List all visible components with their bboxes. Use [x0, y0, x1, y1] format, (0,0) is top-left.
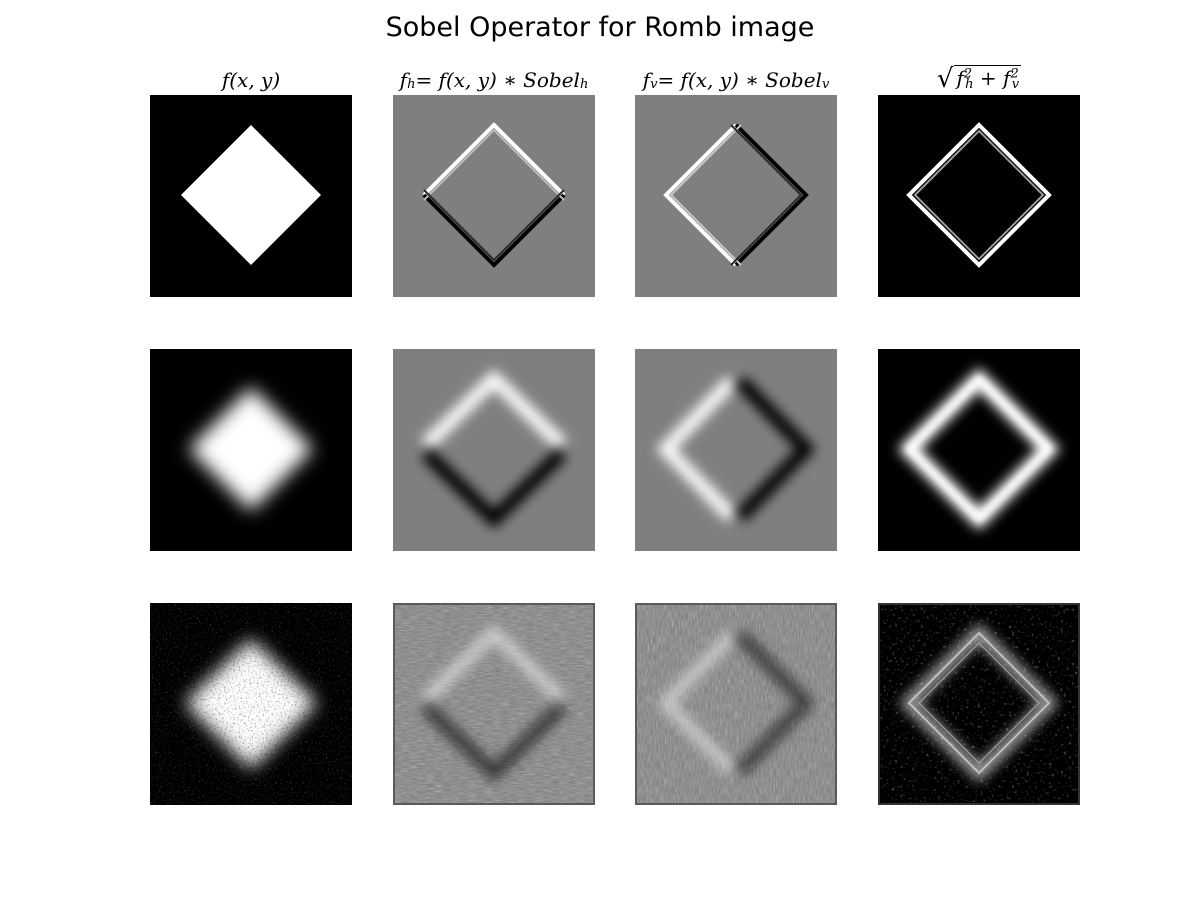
- panel-noisy-magnitude: [878, 603, 1080, 805]
- column-title-horizontal-sub: h: [407, 77, 416, 92]
- panel-sharp-horizontal: [393, 95, 595, 297]
- magnitude-fv-sub: v: [1011, 76, 1020, 92]
- column-title-vertical-f: f: [642, 68, 651, 92]
- column-title-horizontal-rhs: = f(x, y) ∗ Sobel: [415, 68, 580, 92]
- panel-noisy-horizontal: [393, 603, 595, 805]
- magnitude-plus: +: [973, 65, 1004, 90]
- panel-sharp-original: [150, 95, 352, 297]
- column-title-vertical-rhs: = f(x, y) ∗ Sobel: [657, 68, 822, 92]
- sqrt-expression: √ f2h + f2v: [936, 64, 1022, 94]
- figure-title: Sobel Operator for Romb image: [385, 12, 815, 43]
- column-title-horizontal-rhs-sub: h: [579, 77, 589, 92]
- column-title-vertical-rhs-sub: v: [821, 77, 830, 92]
- sqrt-body: f2h + f2v: [954, 64, 1022, 92]
- panel-noisy-vertical: [635, 603, 837, 805]
- panel-noisy-original: [150, 603, 352, 805]
- panel-blurred-original: [150, 349, 352, 551]
- panel-blurred-magnitude: [878, 349, 1080, 551]
- column-title-original-text: f(x, y): [221, 68, 281, 92]
- sqrt-sign-icon: √: [936, 64, 954, 94]
- magnitude-fh-sub: h: [965, 76, 974, 92]
- column-title-magnitude: √ f2h + f2v: [878, 58, 1080, 92]
- column-title-original: f(x, y): [150, 58, 352, 92]
- magnitude-fh: f: [956, 65, 964, 90]
- panel-blurred-horizontal: [393, 349, 595, 551]
- column-title-horizontal-f: f: [399, 68, 408, 92]
- magnitude-fv: f: [1003, 65, 1011, 90]
- panel-sharp-vertical: [635, 95, 837, 297]
- panel-sharp-magnitude: [878, 95, 1080, 297]
- panel-blurred-vertical: [635, 349, 837, 551]
- magnitude-fh-sup: 2: [963, 66, 973, 82]
- magnitude-fv-sup: 2: [1010, 66, 1019, 82]
- column-title-vertical-sub: v: [650, 77, 658, 92]
